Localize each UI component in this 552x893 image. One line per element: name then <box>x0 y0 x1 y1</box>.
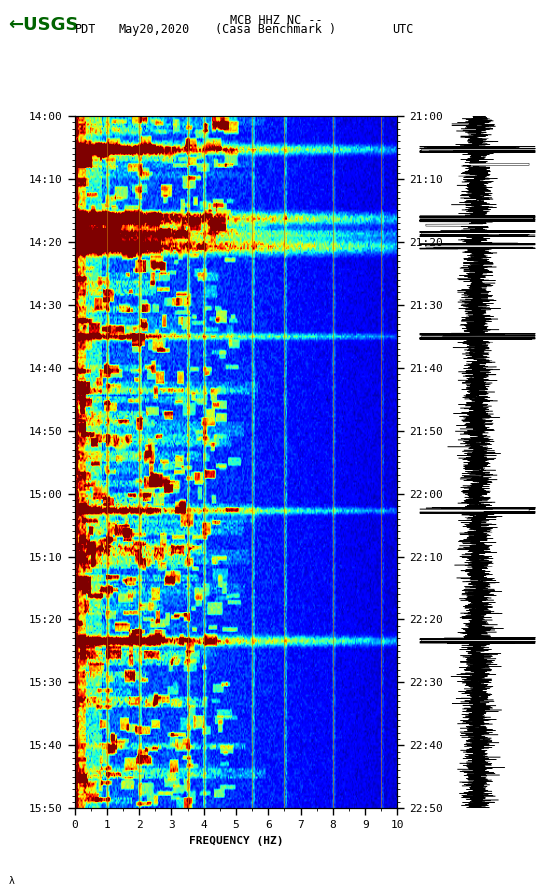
Text: (Casa Benchmark ): (Casa Benchmark ) <box>215 23 337 37</box>
Text: MCB HHZ NC --: MCB HHZ NC -- <box>230 14 322 28</box>
Text: ←USGS: ←USGS <box>8 16 79 34</box>
Text: PDT: PDT <box>75 23 96 37</box>
Text: UTC: UTC <box>392 23 413 37</box>
Text: λ: λ <box>8 876 14 886</box>
X-axis label: FREQUENCY (HZ): FREQUENCY (HZ) <box>189 836 283 846</box>
Text: May20,2020: May20,2020 <box>119 23 190 37</box>
